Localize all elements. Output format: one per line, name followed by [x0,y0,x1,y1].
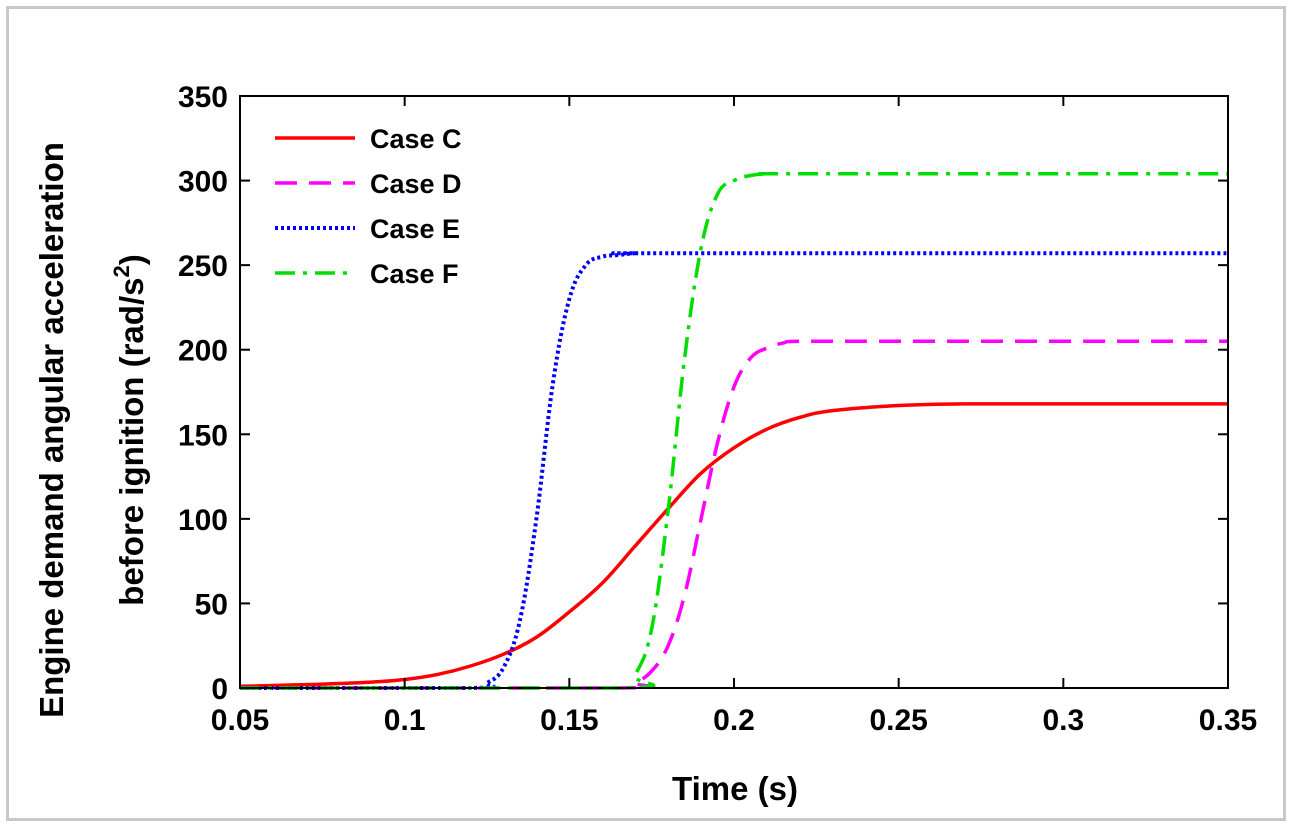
y-tick-label: 0 [211,673,228,706]
legend-label-case-d: Case D [370,169,462,199]
axes [239,95,1229,689]
x-tick-label: 0.05 [211,704,269,737]
legend: Case C Case D Case E Case F [275,124,462,289]
y-tick-label: 250 [178,250,228,283]
series-line-case-c [239,402,1228,689]
series-line-case-f [239,172,1228,690]
x-tick-label: 0.1 [384,704,426,737]
y-tick-label: 100 [178,504,228,537]
x-tick-label: 0.15 [540,704,598,737]
x-tick-label: 0.35 [1199,704,1257,737]
y-tick-label: 200 [178,335,228,368]
series-line-case-e [239,251,1228,691]
x-axis-label: Time (s) [672,770,798,807]
y-tick-label: 50 [195,588,228,621]
y-axis-label-2: before ignition (rad/s2) [109,254,150,605]
series-line-case-d [239,339,1228,690]
y-axis-label-line2: before ignition (rad/s2) [109,254,150,605]
y-tick-label: 150 [178,419,228,452]
x-tick-label: 0.2 [713,704,755,737]
y-axis-label-line1: Engine demand angular acceleration [33,142,70,718]
y-tick-label: 300 [178,166,228,199]
x-tick-label: 0.25 [869,704,927,737]
y-axis-label: Engine demand angular acceleration [33,142,70,718]
x-tick-label: 0.3 [1042,704,1084,737]
y-tick-label: 350 [178,81,228,114]
legend-label-case-e: Case E [370,214,460,244]
legend-label-case-f: Case F [370,259,459,289]
legend-label-case-c: Case C [370,124,462,154]
tick-labels: 0.05 0.1 0.15 0.2 0.25 0.3 0.35 0 50 100 150 200 250… [178,81,1257,737]
series-layer [239,172,1228,691]
